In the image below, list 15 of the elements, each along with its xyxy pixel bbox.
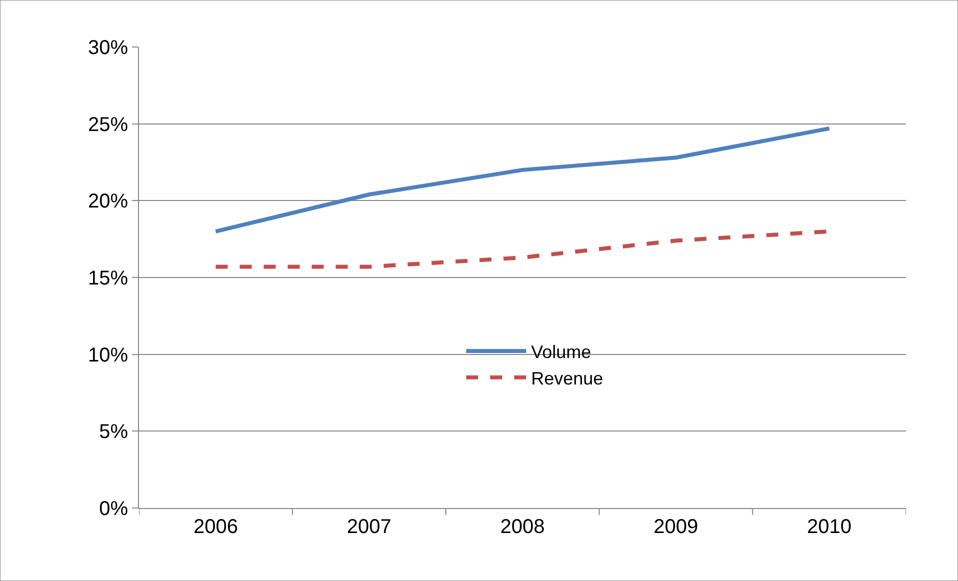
x-tick-label: 2008 — [500, 516, 545, 538]
legend-label: Volume — [531, 342, 592, 362]
y-tick-label: 0% — [99, 498, 128, 520]
line-series — [214, 126, 832, 234]
legend-label: Revenue — [531, 368, 604, 388]
y-tick-label: 10% — [88, 344, 128, 366]
y-tick-label: 30% — [88, 37, 128, 59]
x-tick-label: 2006 — [193, 516, 238, 538]
x-tick-label: 2009 — [654, 516, 698, 538]
y-tick-label: 15% — [88, 268, 128, 290]
y-tick-label: 25% — [88, 114, 128, 136]
x-tick-label: 2010 — [807, 516, 852, 538]
y-tick-label: 20% — [88, 190, 128, 213]
x-tick-label: 2007 — [346, 516, 392, 538]
y-tick-label: 5% — [99, 421, 128, 444]
